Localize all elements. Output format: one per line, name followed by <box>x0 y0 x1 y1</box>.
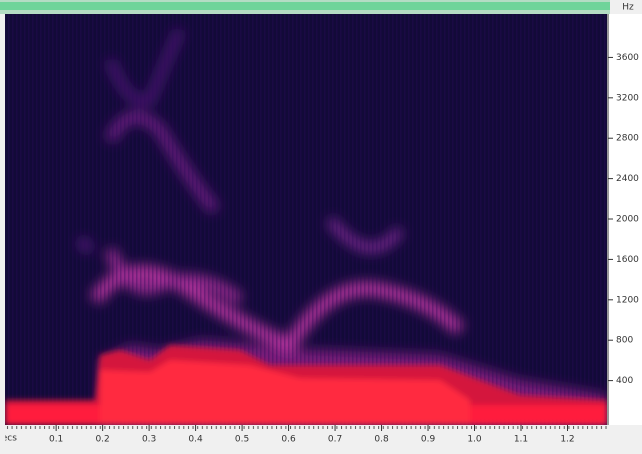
x-tick-label: 0.3 <box>142 435 156 445</box>
x-tick-label: 1.1 <box>514 435 528 445</box>
y-tick-label: 2400 <box>616 174 639 184</box>
x-tick-label: 0.8 <box>374 435 389 445</box>
y-tick-label: 2800 <box>616 134 639 144</box>
x-tick-label: 1.2 <box>560 435 574 445</box>
x-tick-label: 0.2 <box>95 435 109 445</box>
x-tick-label: 0.6 <box>281 435 296 445</box>
y-tick-label: 400 <box>616 376 633 386</box>
page: {"chart_data": {"type": "spectrogram", "… <box>0 0 642 454</box>
y-tick-label: 3600 <box>616 53 639 63</box>
x-tick-label: 0.9 <box>421 435 436 445</box>
x-tick-label: 0.4 <box>188 435 203 445</box>
y-axis-label: Hz <box>622 3 634 13</box>
spectrogram-image <box>5 14 607 425</box>
x-tick-label: 0.7 <box>328 435 342 445</box>
x-tick-label: 1.0 <box>467 435 482 445</box>
y-tick-label: 3200 <box>616 93 639 103</box>
y-tick-label: 800 <box>616 336 633 346</box>
y-tick-label: 2000 <box>616 215 639 225</box>
spectrogram-window: Hz Secs 40080012001600200024002800320036… <box>0 0 642 454</box>
minor-ticks <box>5 425 607 429</box>
y-tick-label: 1600 <box>616 255 639 265</box>
top-bar-fill <box>0 2 610 10</box>
x-tick-label: 0.1 <box>49 435 63 445</box>
x-tick-label: 0.5 <box>235 435 249 445</box>
y-tick-label: 1200 <box>616 295 639 305</box>
